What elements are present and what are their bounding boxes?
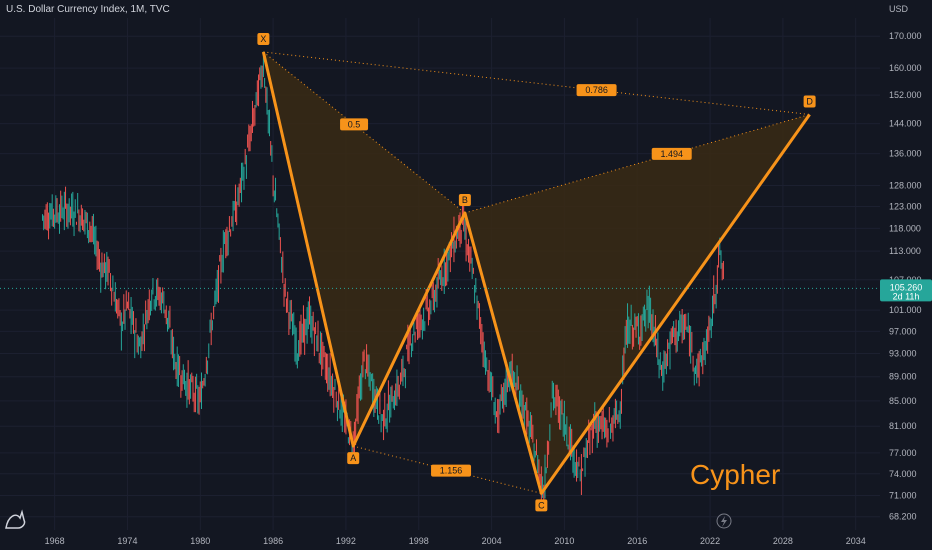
point-badge-d — [803, 95, 816, 108]
ratio-label: 0.5 — [348, 119, 361, 129]
point-label-a: A — [350, 453, 356, 463]
y-unit-label: USD — [889, 4, 909, 14]
y-tick-label: 71.000 — [889, 491, 917, 501]
x-tick-label: 2022 — [700, 536, 720, 546]
y-tick-label: 118.000 — [889, 223, 921, 233]
point-badge-a — [347, 452, 360, 465]
ratio-badge — [651, 147, 692, 160]
x-tick-label: 1980 — [190, 536, 210, 546]
point-badge-x — [257, 32, 270, 45]
ratio-badge — [431, 464, 472, 477]
current-price-value: 105.260 — [890, 282, 923, 292]
point-label-c: C — [538, 500, 545, 510]
y-tick-label: 144.000 — [889, 119, 922, 129]
current-price-tag — [880, 279, 932, 302]
ratio-line-xb — [263, 51, 466, 214]
axes: 170.000 160.000 152.000 144.000 136.000 128.0… — [0, 4, 932, 546]
x-tick-label: 1986 — [263, 536, 283, 546]
y-tick-label: 81.000 — [889, 421, 917, 431]
pattern-fill — [263, 51, 810, 494]
y-tick-label: 128.000 — [889, 181, 922, 191]
xab-triangle — [263, 51, 465, 447]
x-tick-label: 2004 — [482, 536, 502, 546]
current-price-countdown: 2d 11h — [893, 291, 920, 301]
pattern-name-label: Cypher — [690, 459, 780, 490]
grid — [0, 18, 880, 530]
flash-circle — [716, 513, 732, 529]
y-tick-label: 170.000 — [889, 31, 922, 41]
x-tick-label: 1998 — [409, 536, 429, 546]
x-tick-label: 1974 — [117, 536, 137, 546]
y-tick-label: 68.200 — [889, 512, 917, 522]
flash-bolt — [721, 516, 727, 527]
y-tick-label: 136.000 — [889, 149, 922, 159]
point-label-b: B — [462, 195, 468, 205]
point-badge-b — [458, 193, 471, 206]
ratio-label: 1.156 — [440, 466, 463, 476]
x-tick-label: 2028 — [773, 536, 793, 546]
pattern-labels: X A B C D 0.5 1.494 0.786 1.156 Cypher — [257, 32, 816, 512]
point-label-x: X — [260, 34, 266, 44]
x-tick-label: 2016 — [627, 536, 647, 546]
flash-icon[interactable] — [716, 513, 732, 529]
y-tick-label: 85.000 — [889, 396, 917, 406]
y-tick-label: 113.000 — [889, 246, 921, 256]
chart-title: U.S. Dollar Currency Index, 1M, TVC — [6, 4, 170, 15]
ratio-badge — [340, 118, 369, 131]
cypher-pattern-legs[interactable] — [261, 51, 811, 495]
bcd-triangle — [464, 114, 810, 494]
ratio-line-xd — [263, 51, 810, 116]
point-label-d: D — [806, 97, 813, 107]
x-tick-label: 1968 — [45, 536, 65, 546]
y-tick-label: 89.000 — [889, 372, 917, 382]
y-tick-label: 93.000 — [889, 349, 917, 359]
point-badge-c — [535, 499, 548, 512]
y-tick-label: 97.000 — [889, 326, 917, 336]
pattern-legs[interactable] — [261, 51, 811, 495]
ratio-label: 1.494 — [660, 149, 683, 159]
icons — [5, 509, 732, 529]
x-tick-label: 1992 — [336, 536, 356, 546]
tradingview-logo-icon — [5, 509, 26, 529]
y-tick-label: 152.000 — [889, 90, 922, 100]
x-tick-label: 2034 — [846, 536, 866, 546]
y-tick-label: 160.000 — [889, 63, 922, 73]
logo-shape — [5, 509, 26, 529]
ratio-badge — [576, 84, 617, 97]
y-tick-label: 74.000 — [889, 469, 917, 479]
y-tick-label: 101.000 — [889, 305, 922, 315]
y-tick-label: 77.000 — [889, 448, 917, 458]
x-tick-label: 2010 — [554, 536, 574, 546]
y-tick-label: 123.000 — [889, 201, 922, 211]
ratio-label: 0.786 — [585, 85, 608, 95]
